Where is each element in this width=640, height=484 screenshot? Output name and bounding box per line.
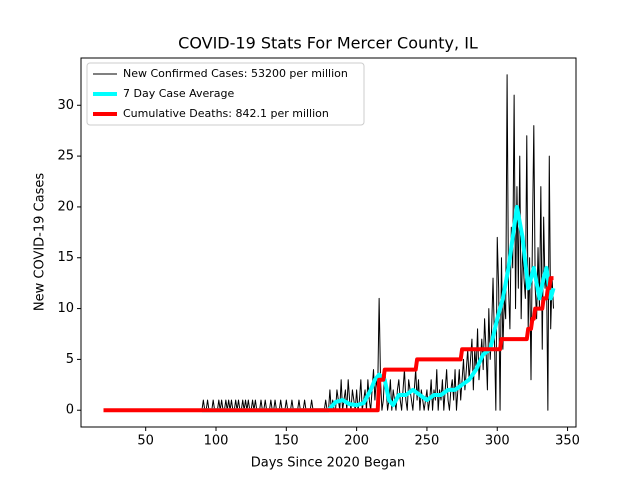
series-line bbox=[201, 204, 556, 413]
y-tick-label: 0 bbox=[66, 403, 74, 418]
y-axis-label: New COVID-19 Cases bbox=[33, 173, 48, 311]
series-line bbox=[103, 276, 554, 413]
legend-label: New Confirmed Cases: 53200 per million bbox=[123, 67, 348, 80]
y-tick-label: 15 bbox=[57, 250, 74, 265]
x-tick-label: 50 bbox=[137, 434, 154, 449]
x-axis-label: Days Since 2020 Began bbox=[251, 456, 406, 471]
y-tick-label: 20 bbox=[57, 199, 74, 214]
y-tick-label: 25 bbox=[57, 149, 74, 164]
legend-label: Cumulative Deaths: 842.1 per million bbox=[123, 107, 329, 120]
y-tick-label: 10 bbox=[57, 301, 74, 316]
y-tick-label: 5 bbox=[66, 352, 74, 367]
plot-frame bbox=[80, 57, 577, 428]
x-tick-label: 100 bbox=[204, 434, 229, 449]
x-tick-label: 250 bbox=[415, 434, 440, 449]
x-tick-label: 350 bbox=[555, 434, 580, 449]
y-tick-label: 30 bbox=[57, 98, 74, 113]
legend-box bbox=[86, 62, 365, 126]
x-tick-label: 150 bbox=[274, 434, 299, 449]
chart-title: COVID-19 Stats For Mercer County, IL bbox=[178, 34, 478, 53]
legend-label: 7 Day Case Average bbox=[123, 87, 235, 100]
x-tick-label: 200 bbox=[344, 434, 369, 449]
x-tick-label: 300 bbox=[485, 434, 510, 449]
